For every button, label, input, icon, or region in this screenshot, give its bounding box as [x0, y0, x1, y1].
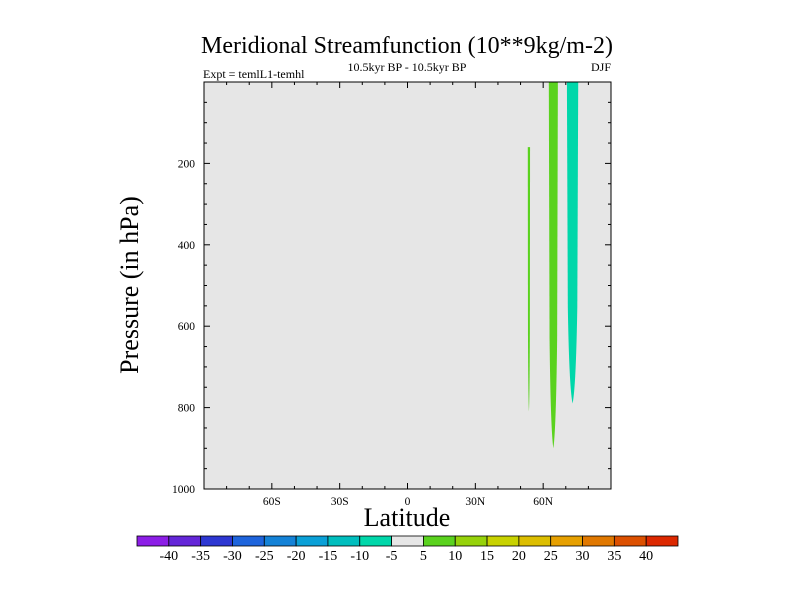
- region-fill-5-10-cell-a: [527, 147, 531, 412]
- region-fill-0-5: [204, 82, 611, 489]
- colorbar-swatch: [645, 535, 679, 547]
- colorbar-swatch: [582, 535, 615, 547]
- colorbar-label: 40: [639, 549, 653, 564]
- colorbar-swatch: [486, 535, 520, 547]
- colorbar-label: -35: [191, 549, 210, 564]
- colorbar-label: -20: [287, 549, 306, 564]
- x-tick-label: 60N: [533, 496, 554, 508]
- colorbar-label: 35: [607, 549, 621, 564]
- x-axis-label: Latitude: [364, 503, 451, 532]
- colorbar-label: 10: [448, 549, 462, 564]
- colorbar-swatch: [136, 535, 170, 547]
- colorbar-swatch: [232, 535, 265, 547]
- colorbar-label: -40: [159, 549, 178, 564]
- y-tick-label: 400: [178, 240, 196, 252]
- colorbar-swatch: [200, 535, 233, 547]
- region-fill-neg-5-0-cell: [566, 82, 579, 404]
- colorbar-label: 20: [512, 549, 526, 564]
- x-tick-label: 0: [405, 496, 411, 508]
- colorbar-swatch: [359, 535, 392, 547]
- x-tick-label: 30N: [465, 496, 486, 508]
- experiment-label: Expt = temlL1-temhl: [203, 67, 305, 81]
- region-fill-5-10-cell-b: [548, 82, 558, 449]
- colorbar: -40 -35 -30 -25 -20 -15 -10 -5 5 10 15 20 25 30 35 40: [136, 535, 679, 564]
- colorbar-swatch: [327, 535, 361, 547]
- colorbar-swatch: [518, 535, 552, 547]
- colorbar-swatch: [613, 535, 647, 547]
- colorbar-label: -30: [223, 549, 242, 564]
- colorbar-swatch: [454, 535, 488, 547]
- colorbar-label: 25: [544, 549, 558, 564]
- colorbar-label: -25: [255, 549, 274, 564]
- season-label: DJF: [591, 60, 611, 74]
- colorbar-swatch: [550, 535, 583, 547]
- axis-ticks: 60S 30S 0 30N 60N 200 400 600 800 1000: [172, 82, 611, 508]
- y-axis-label: Pressure (in hPa): [115, 196, 144, 374]
- colorbar-swatch: [295, 535, 329, 547]
- plot-frame: [203, 81, 612, 490]
- x-tick-label: 30S: [331, 496, 349, 508]
- colorbar-label: -10: [350, 549, 369, 564]
- y-tick-label: 600: [178, 321, 196, 333]
- colorbar-swatch: [423, 535, 456, 547]
- chart-title: Meridional Streamfunction (10**9kg/m-2): [201, 33, 613, 59]
- contour-fills: [204, 82, 611, 489]
- colorbar-label: -5: [386, 549, 398, 564]
- colorbar-swatch: [263, 535, 297, 547]
- period-label: 10.5kyr BP - 10.5kyr BP: [348, 60, 467, 74]
- colorbar-swatch: [168, 535, 202, 547]
- colorbar-label: 5: [420, 549, 427, 564]
- y-tick-label: 200: [178, 158, 196, 170]
- y-tick-label: 1000: [172, 484, 195, 496]
- colorbar-swatch: [391, 535, 424, 547]
- y-tick-label: 800: [178, 403, 196, 415]
- colorbar-label: 30: [576, 549, 590, 564]
- colorbar-label: 15: [480, 549, 494, 564]
- colorbar-label: -15: [319, 549, 338, 564]
- x-tick-label: 60S: [263, 496, 281, 508]
